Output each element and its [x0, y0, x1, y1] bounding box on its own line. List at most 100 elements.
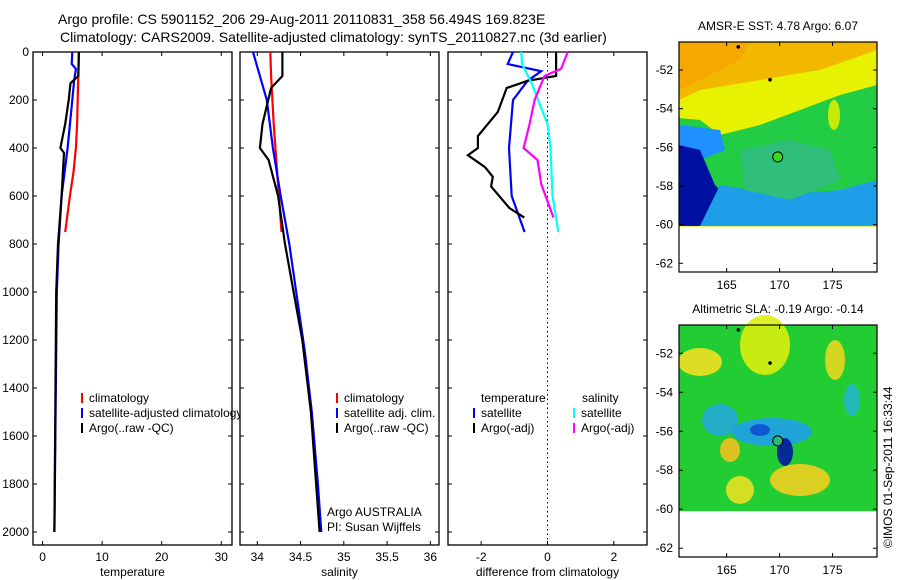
- map-color-region: [770, 464, 830, 496]
- series-line-satellite: [520, 51, 560, 233]
- y-tick-label: 1800: [2, 477, 29, 491]
- legend-label: Argo(..raw -QC): [89, 421, 174, 435]
- map-color-region: [844, 384, 860, 416]
- y-tick-label: -60: [656, 218, 674, 232]
- y-tick-label: 800: [9, 237, 29, 251]
- x-tick-label: 2: [610, 550, 617, 564]
- legend-label: Argo(-adj): [481, 421, 534, 435]
- argo-position-marker: [772, 151, 784, 163]
- plot-frame: [32, 51, 233, 546]
- map-color-region: [750, 424, 770, 436]
- x-tick-label: 10: [95, 550, 109, 564]
- figure-title: Argo profile: CS 5901152_206 29-Aug-2011…: [58, 11, 545, 27]
- legend-label: satellite: [481, 406, 522, 420]
- profile-panel-1: 0 200 400 600 800 1000 1200 1400 1600 1800 2000 0 10…: [2, 45, 242, 579]
- map-color-region: [740, 315, 790, 375]
- x-tick-label: 170: [770, 563, 790, 577]
- y-tick-label: 1600: [2, 429, 29, 443]
- x-tick-label: 175: [823, 278, 843, 292]
- y-tick-label: -52: [656, 63, 674, 77]
- legend-label: climatology: [89, 391, 149, 405]
- credit-timestamp: ©IMOS 01-Sep-2011 16:33:44: [881, 386, 895, 548]
- other-float-marker: [736, 328, 741, 332]
- series-line-satellite-adj-clim-: [251, 51, 323, 533]
- map-color-region: [678, 348, 722, 376]
- x-tick-label: 170: [770, 278, 790, 292]
- y-tick-label: 1400: [2, 381, 29, 395]
- legend-header: salinity: [582, 391, 619, 405]
- x-tick-label: 30: [215, 550, 229, 564]
- y-tick-label: -52: [656, 346, 674, 360]
- x-tick-label: 0: [39, 550, 46, 564]
- y-tick-label: -54: [656, 385, 674, 399]
- x-tick-label: -2: [476, 550, 487, 564]
- y-tick-label: 600: [9, 189, 29, 203]
- x-tick-label: 175: [823, 563, 843, 577]
- x-tick-label: 0: [544, 550, 551, 564]
- map-color-region: [732, 418, 812, 446]
- y-tick-label: 1200: [2, 333, 29, 347]
- map-color-region: [828, 100, 840, 130]
- y-tick-label: -58: [656, 463, 674, 477]
- x-tick-label: 35.5: [375, 550, 399, 564]
- figure-subtitle: Climatology: CARS2009. Satellite-adjuste…: [60, 29, 607, 45]
- x-axis-label: salinity: [321, 565, 358, 579]
- x-tick-label: 20: [155, 550, 169, 564]
- y-tick-label: -56: [656, 140, 674, 154]
- y-tick-label: 400: [9, 141, 29, 155]
- map-panel-1: AMSR-E SST: 4.78 Argo: 6.07 165 170 175 -52 -…: [656, 19, 878, 292]
- legend-header: temperature: [481, 391, 546, 405]
- y-tick-label: -62: [656, 256, 674, 270]
- y-tick-label: 2000: [2, 525, 29, 539]
- map-color-region: [700, 180, 877, 226]
- x-tick-label: 36: [424, 550, 438, 564]
- map-color-region: [679, 145, 760, 226]
- plot-frame: [239, 51, 440, 546]
- series-line-satellite: [506, 51, 544, 233]
- x-tick-label: 34: [251, 550, 265, 564]
- series-line-argo-raw-qc-: [258, 52, 321, 533]
- legend-label: satellite-adjusted climatology: [89, 406, 242, 420]
- x-tick-label: 165: [717, 278, 737, 292]
- x-tick-label: 35: [337, 550, 351, 564]
- other-float-marker: [736, 45, 741, 49]
- annotation-text: Argo AUSTRALIA: [327, 505, 422, 519]
- legend-label: climatology: [344, 391, 404, 405]
- x-tick-label: 34.5: [289, 550, 313, 564]
- map-title: Altimetric SLA: -0.19 Argo: -0.14: [692, 302, 864, 316]
- series-line-argo-adj-: [522, 51, 569, 218]
- map-color-region: [740, 140, 840, 200]
- x-axis-label: temperature: [100, 565, 165, 579]
- legend-label: satellite: [581, 406, 622, 420]
- map-color-region: [679, 42, 750, 90]
- map-color-region: [720, 438, 740, 462]
- y-tick-label: -62: [656, 541, 674, 555]
- map-title: AMSR-E SST: 4.78 Argo: 6.07: [698, 19, 858, 33]
- y-tick-label: -54: [656, 102, 674, 116]
- map-frame: [678, 41, 878, 273]
- series-line-argo-raw-qc-: [53, 51, 80, 533]
- map-color-region: [702, 404, 738, 436]
- annotation-text: PI: Susan Wijffels: [327, 520, 421, 534]
- y-tick-label: 0: [22, 45, 29, 59]
- y-tick-label: -58: [656, 179, 674, 193]
- map-color-region: [825, 340, 845, 380]
- legend-label: satellite adj. clim.: [344, 406, 435, 420]
- argo-position-marker: [772, 435, 784, 447]
- y-tick-label: -60: [656, 502, 674, 516]
- map-color-region: [726, 476, 754, 504]
- series-line-argo-adj-: [465, 52, 558, 219]
- map-frame: [678, 324, 878, 558]
- other-float-marker: [768, 77, 772, 82]
- y-tick-label: 1000: [2, 285, 29, 299]
- x-tick-label: 165: [717, 563, 737, 577]
- legend-label: Argo(..raw -QC): [344, 421, 429, 435]
- profile-panel-2: 34 34.5 35 35.5 36 salinity climatologysatelli…: [239, 51, 440, 579]
- other-float-marker: [768, 361, 772, 365]
- x-axis-label: difference from climatology: [476, 565, 619, 579]
- y-tick-label: -56: [656, 424, 674, 438]
- map-panel-2: Altimetric SLA: -0.19 Argo: -0.14 165 170 1…: [656, 302, 878, 577]
- legend-label: Argo(-adj): [581, 421, 634, 435]
